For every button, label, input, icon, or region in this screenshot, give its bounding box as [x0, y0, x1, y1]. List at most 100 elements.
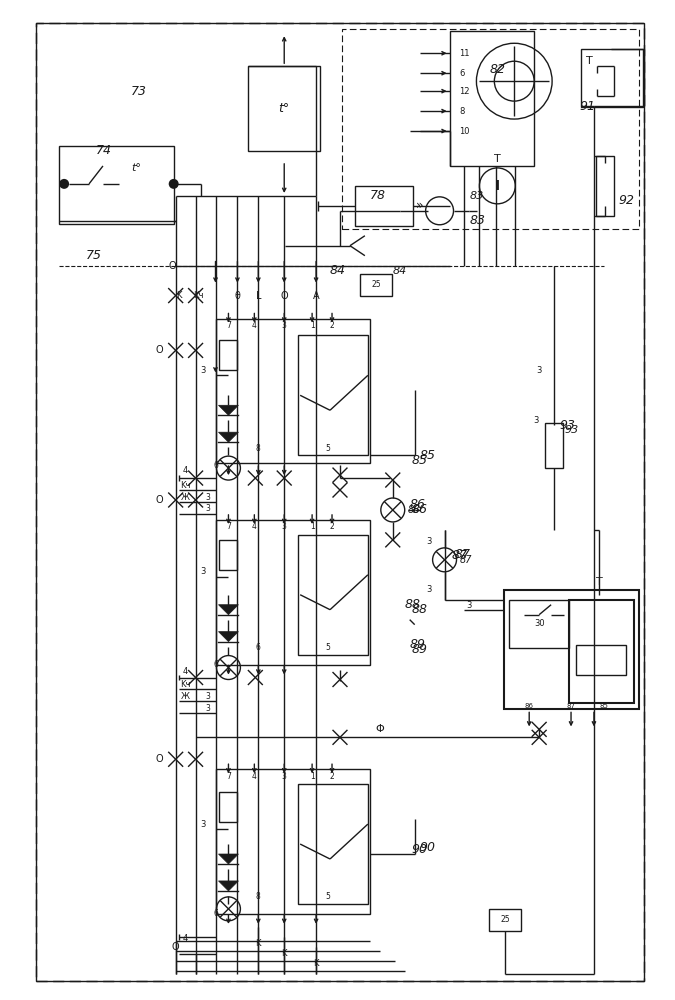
Text: 5: 5 — [325, 643, 331, 652]
Polygon shape — [219, 632, 238, 642]
Bar — [219, 792, 238, 822]
Text: O: O — [155, 345, 163, 355]
Bar — [219, 340, 238, 370]
Text: 3: 3 — [467, 601, 472, 610]
Text: 73: 73 — [131, 85, 147, 98]
Text: 88: 88 — [405, 598, 421, 611]
Text: Φ: Φ — [375, 724, 384, 734]
Text: Ж: Ж — [181, 493, 190, 502]
Text: 10: 10 — [460, 127, 470, 136]
Bar — [355, 186, 412, 226]
Text: 1: 1 — [310, 321, 315, 330]
Text: 88: 88 — [412, 603, 428, 616]
Text: 3: 3 — [200, 820, 206, 829]
Polygon shape — [219, 854, 238, 864]
Bar — [342, 29, 639, 229]
Text: 25: 25 — [500, 915, 510, 924]
Text: 3: 3 — [537, 366, 542, 375]
Text: 4: 4 — [252, 321, 256, 330]
Text: 2: 2 — [329, 522, 334, 531]
Text: 3: 3 — [206, 692, 211, 701]
Text: T: T — [595, 577, 602, 587]
Bar — [581, 49, 643, 107]
Text: O: O — [168, 261, 176, 271]
Text: 87: 87 — [566, 703, 576, 709]
Text: 5: 5 — [325, 444, 331, 453]
Text: 6: 6 — [213, 461, 219, 470]
Text: 2: 2 — [329, 321, 334, 330]
Polygon shape — [219, 405, 238, 415]
Bar — [576, 645, 626, 675]
Text: 7: 7 — [226, 321, 231, 330]
Bar — [596, 156, 614, 216]
Text: 87: 87 — [452, 549, 468, 562]
Text: 5: 5 — [325, 892, 331, 901]
Text: 4: 4 — [183, 934, 188, 943]
Bar — [215, 769, 370, 914]
Text: 93: 93 — [564, 425, 578, 435]
Bar — [569, 600, 634, 703]
Text: T: T — [494, 154, 501, 164]
Bar — [360, 274, 392, 296]
Text: 3: 3 — [426, 537, 431, 546]
Circle shape — [169, 179, 179, 189]
Text: 2: 2 — [329, 772, 334, 781]
Text: 6: 6 — [213, 909, 219, 918]
Bar — [248, 66, 320, 151]
Text: 8: 8 — [256, 892, 261, 901]
Text: T: T — [586, 56, 593, 66]
Bar — [489, 909, 521, 931]
Text: 25: 25 — [371, 280, 381, 289]
Text: 89: 89 — [412, 643, 428, 656]
Text: Kч: Kч — [180, 680, 191, 689]
Text: 85: 85 — [599, 703, 608, 709]
Text: 3: 3 — [206, 704, 211, 713]
Bar — [298, 784, 368, 904]
Bar — [298, 535, 368, 655]
Text: t°: t° — [279, 102, 290, 115]
Text: 3: 3 — [534, 416, 539, 425]
Text: 3: 3 — [281, 522, 287, 531]
Text: K: K — [313, 959, 319, 968]
Text: 3: 3 — [426, 585, 431, 594]
Text: L: L — [256, 291, 261, 301]
Text: 86: 86 — [410, 498, 426, 511]
Text: 4: 4 — [252, 772, 256, 781]
Text: 6: 6 — [460, 69, 465, 78]
Text: 91: 91 — [579, 100, 595, 113]
Text: θ: θ — [234, 291, 240, 301]
Text: 1: 1 — [310, 522, 315, 531]
Text: 86: 86 — [412, 503, 428, 516]
Bar — [450, 31, 534, 166]
Text: 85: 85 — [412, 454, 428, 467]
Text: 89: 89 — [410, 638, 426, 651]
Text: Ж: Ж — [181, 692, 190, 701]
Text: 92: 92 — [619, 194, 634, 207]
Text: 7: 7 — [226, 522, 231, 531]
Text: 86: 86 — [524, 703, 534, 709]
Bar — [215, 319, 370, 463]
Text: 3: 3 — [281, 321, 287, 330]
Text: 7: 7 — [226, 772, 231, 781]
Text: 82: 82 — [489, 63, 506, 76]
Bar — [510, 600, 569, 648]
Polygon shape — [219, 605, 238, 615]
Polygon shape — [219, 881, 238, 891]
Text: 6: 6 — [213, 660, 219, 669]
Bar — [219, 540, 238, 570]
Text: 83: 83 — [469, 214, 485, 227]
Text: K: K — [176, 291, 182, 300]
Text: 87: 87 — [454, 548, 470, 561]
Text: 87: 87 — [460, 555, 472, 565]
Bar — [59, 146, 173, 224]
Text: O: O — [155, 754, 163, 764]
Text: O: O — [155, 495, 163, 505]
Text: 3: 3 — [206, 493, 211, 502]
Bar — [298, 335, 368, 455]
Text: O: O — [171, 942, 179, 952]
Text: 12: 12 — [460, 87, 470, 96]
Text: 85: 85 — [420, 449, 435, 462]
Text: 84: 84 — [330, 264, 346, 277]
Text: 3: 3 — [281, 772, 287, 781]
Text: 1: 1 — [310, 772, 315, 781]
